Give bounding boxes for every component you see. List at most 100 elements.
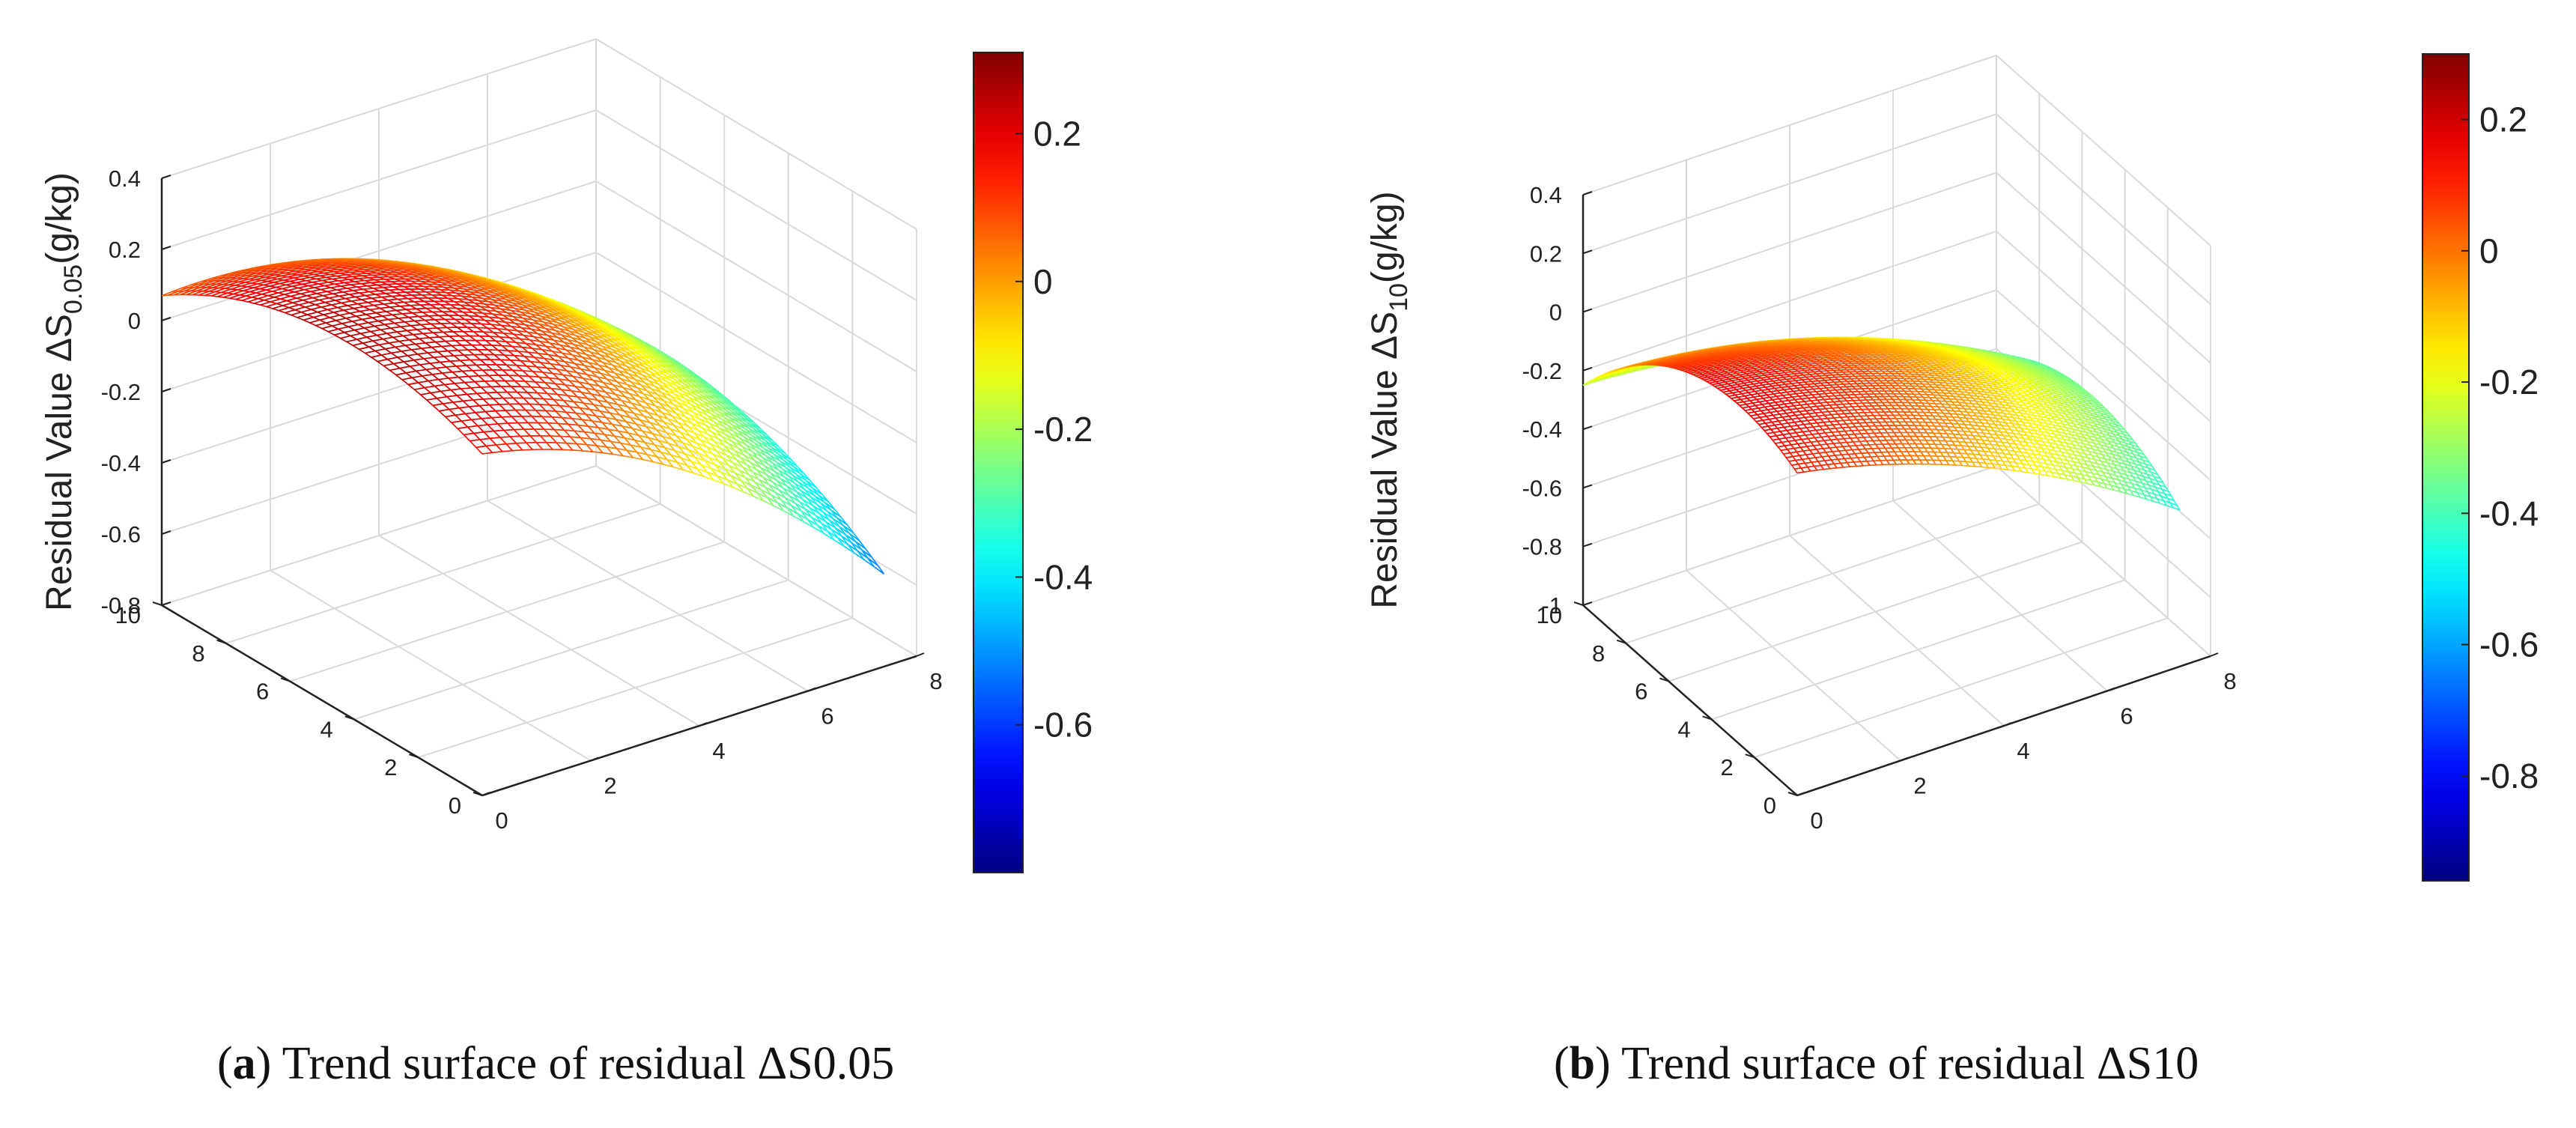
axes-box — [1573, 55, 2219, 797]
y-tick-mark — [216, 639, 226, 644]
x-tick-label: 2 — [604, 773, 616, 799]
wall-grid-line — [1996, 231, 2211, 422]
wall-grid-line — [1582, 230, 1997, 372]
y-tick-label: 2 — [384, 754, 397, 780]
z-tick-label: -0.4 — [101, 450, 141, 476]
wall-grid-line — [1582, 289, 1997, 431]
z-tick-mark — [1582, 249, 1593, 255]
x-tick-mark — [1796, 792, 1805, 796]
wall-grid-line — [1582, 406, 1997, 548]
y-tick-mark — [1616, 639, 1626, 644]
colorbar-tick-label: 0 — [1033, 262, 1053, 301]
wall-grid-line — [1996, 289, 2211, 481]
y-tick-mark — [1573, 601, 1584, 606]
z-tick-mark — [1582, 366, 1593, 372]
panel-a: 0 2 4 6 8 0 2 4 6 8 10 -0.8 -0.6 -0.4 -0.2 0 0.2 0.4 Resid… — [40, 38, 1093, 1089]
floor-grid-line — [1789, 535, 2005, 727]
y-tick-mark — [1659, 677, 1669, 682]
x-tick-mark — [807, 687, 816, 692]
wall-grid-line — [161, 252, 597, 392]
floor-grid-line — [353, 579, 789, 721]
floor-grid-line — [378, 535, 700, 727]
wall-grid-line — [161, 109, 597, 250]
y-axis-line — [1582, 604, 1798, 796]
z-tick-mark — [161, 175, 171, 179]
y-tick-mark — [1787, 792, 1798, 796]
y-tick-label: 4 — [321, 716, 333, 742]
x-tick-mark — [699, 722, 708, 727]
caption-a-label: a — [232, 1038, 256, 1089]
z-tick-mark — [1582, 425, 1593, 431]
z-tick-mark — [1582, 484, 1593, 489]
z-axis-label: Residual Value ΔS0.05(g/kg) — [40, 172, 88, 611]
floor-grid-line — [1625, 503, 2040, 644]
floor-grid-line — [1892, 500, 2108, 692]
y-tick-mark — [473, 792, 483, 796]
wall-grid-line — [595, 181, 917, 372]
floor-grid-line — [1754, 617, 2169, 759]
y-tick-mark — [280, 677, 291, 682]
z-tick-label: -0.2 — [101, 379, 141, 405]
mesh-cell — [475, 445, 494, 455]
wall-grid-line — [1996, 406, 2211, 598]
x-tick-mark — [590, 756, 599, 762]
floor-grid-line — [1686, 569, 1901, 762]
wall-grid-line — [1582, 465, 1997, 606]
x-tick-label: 8 — [929, 668, 942, 694]
chart-a-surface-plot: 024680246810-0.8-0.6-0.4-0.200.20.4Resid… — [40, 38, 1093, 873]
z-tick-mark — [1582, 542, 1593, 548]
y-tick-mark — [152, 601, 162, 606]
wall-grid-line — [595, 38, 917, 230]
floor-grid-line — [1668, 541, 2083, 682]
floor-grid-line — [289, 541, 725, 682]
floor-grid-line — [1711, 579, 2125, 721]
wall-grid-line — [161, 323, 597, 464]
y-tick-mark — [344, 715, 355, 721]
axes-box — [152, 38, 925, 797]
colorbar-tick-label: -0.4 — [1033, 557, 1093, 596]
panel-b: 0 2 4 6 8 0 2 4 6 8 10 -1 -0.8 -0.6 -0.4 -0.2 0 0.2 0.4 Res… — [1288, 0, 2576, 1128]
wall-grid-line — [595, 465, 917, 657]
z-tick-label: -0.6 — [101, 521, 141, 548]
wall-grid-line — [595, 109, 917, 301]
x-tick-mark — [2210, 652, 2219, 657]
colorbar — [973, 52, 1024, 873]
x-tick-label: 4 — [712, 738, 725, 764]
x-tick-mark — [2106, 687, 2115, 692]
wall-grid-line — [1996, 113, 2211, 306]
x-tick-mark — [1900, 756, 1909, 762]
z-tick-mark — [161, 601, 171, 606]
z-tick-label: 0.4 — [109, 166, 141, 192]
y-tick-label: 8 — [192, 640, 204, 667]
caption-a-text: Trend surface of residual ΔS0.05 — [282, 1038, 895, 1089]
x-tick-mark — [916, 652, 925, 657]
wall-grid-line — [1582, 113, 1997, 255]
floor-grid-line — [225, 503, 660, 644]
y-tick-label: 0 — [449, 792, 461, 819]
z-tick-mark — [1582, 191, 1593, 195]
colorbar-tick-label: -0.2 — [1033, 410, 1093, 449]
y-tick-mark — [1745, 753, 1755, 759]
z-tick-mark — [161, 530, 171, 535]
x-tick-mark — [2003, 722, 2012, 727]
x-tick-mark — [482, 792, 490, 796]
wall-grid-line — [595, 252, 917, 443]
y-tick-label: 10 — [115, 602, 141, 628]
floor-grid-line — [270, 569, 592, 762]
wall-grid-line — [1582, 55, 1997, 195]
z-tick-mark — [161, 388, 171, 392]
wall-grid-line — [1996, 55, 2211, 246]
z-tick-label: -0.8 — [101, 592, 141, 619]
surface-mesh — [1582, 336, 2181, 512]
surface-mesh — [161, 258, 885, 574]
wall-grid-line — [1996, 172, 2211, 364]
chart-b-surface-plot: 024680246810-1-0.8-0.6-0.4-0.200.20.4Res… — [1365, 53, 2539, 882]
floor-grid-line — [487, 500, 809, 692]
z-tick-label: 0 — [128, 308, 141, 334]
caption-a: (a) Trend surface of residual ΔS0.05 — [217, 1038, 895, 1089]
y-tick-mark — [1702, 715, 1712, 721]
wall-grid-line — [1582, 172, 1997, 313]
z-tick-mark — [161, 459, 171, 464]
y-axis-line — [161, 604, 483, 797]
